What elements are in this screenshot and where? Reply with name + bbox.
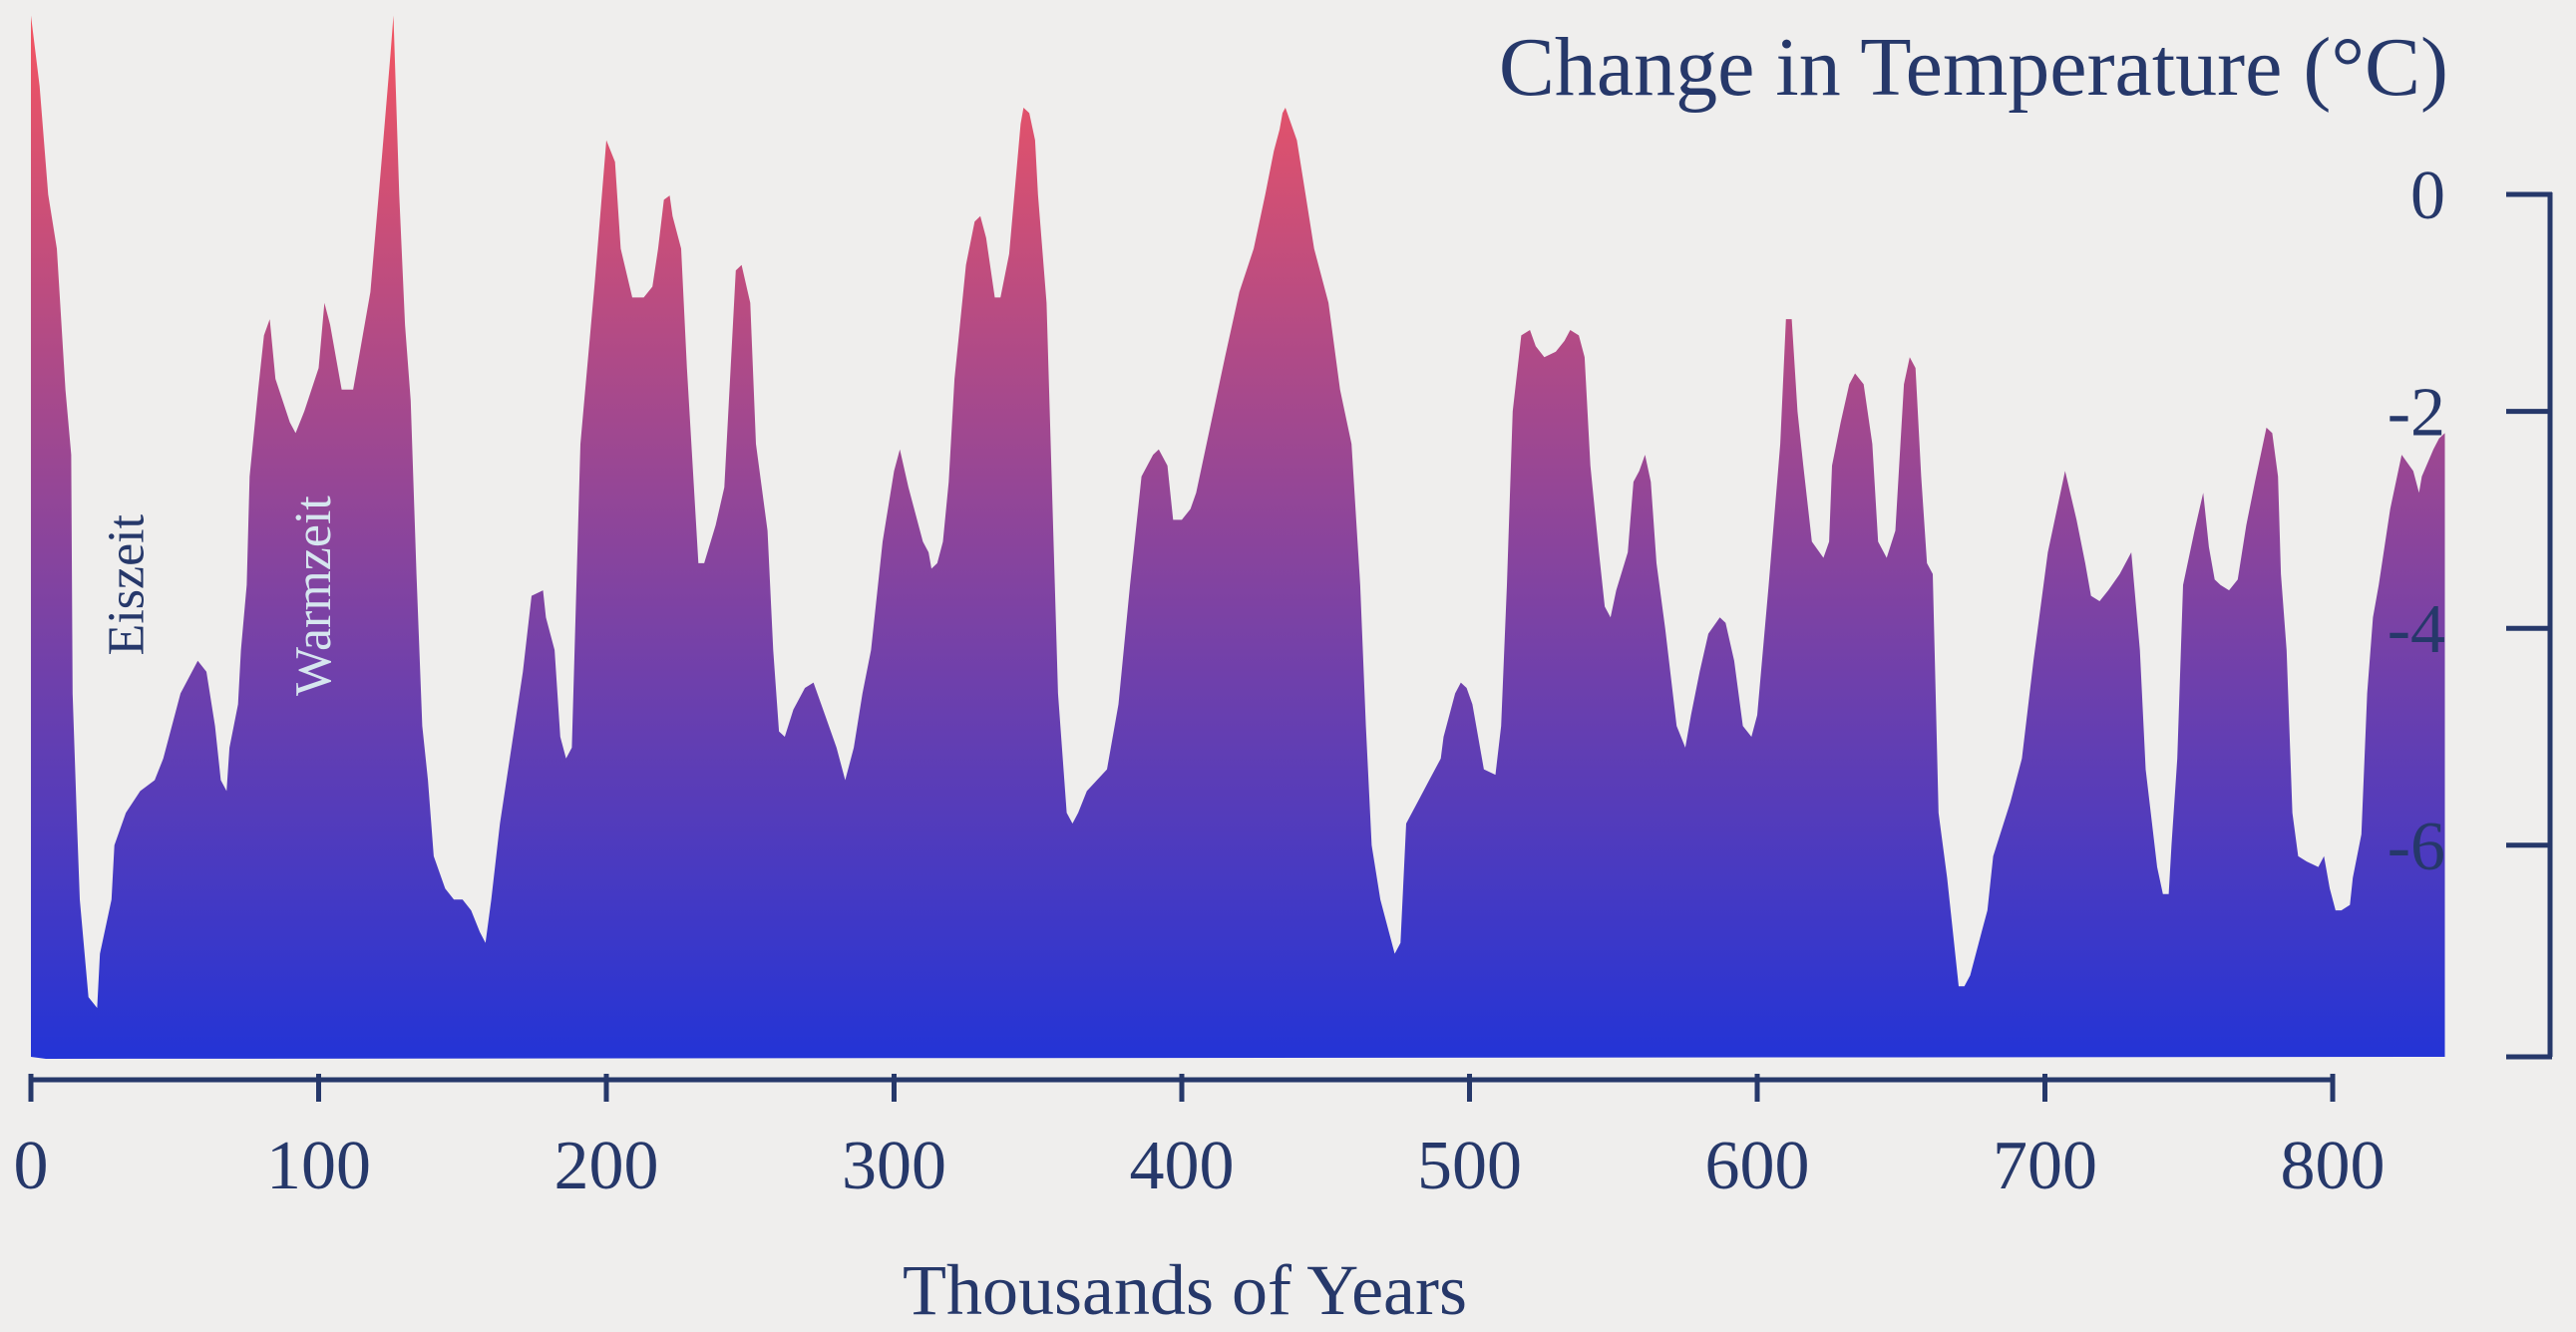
- axis-layer: 0 100 200 300 400 500 600 700 800 0 -2 -4 -6: [14, 158, 2553, 1204]
- y-tick-label-2: -4: [2388, 591, 2445, 668]
- x-tick-label-500: 500: [1417, 1128, 1522, 1204]
- x-tick-label-0: 0: [14, 1128, 49, 1204]
- temperature-area: [31, 15, 2445, 1059]
- x-tick-label-800: 800: [2281, 1128, 2386, 1204]
- area-layer: [31, 15, 2445, 1059]
- y-tick-label-3: -6: [2388, 809, 2445, 885]
- x-tick-label-300: 300: [842, 1128, 946, 1204]
- chart-title: Change in Temperature (°C): [1499, 21, 2448, 114]
- x-tick-label-200: 200: [554, 1128, 659, 1204]
- x-tick-label-400: 400: [1130, 1128, 1235, 1204]
- y-tick-label-1: -2: [2388, 375, 2445, 452]
- x-tick-label-700: 700: [1993, 1128, 2097, 1204]
- label-layer: Change in Temperature (°C) Thousands of …: [99, 21, 2448, 1330]
- x-tick-label-100: 100: [266, 1128, 371, 1204]
- annotation-1: Warmzeit: [285, 496, 342, 696]
- y-tick-label-0: 0: [2410, 158, 2445, 234]
- x-tick-label-600: 600: [1705, 1128, 1810, 1204]
- x-axis-label: Thousands of Years: [903, 1250, 1467, 1327]
- annotation-0: Eiszeit: [99, 513, 156, 655]
